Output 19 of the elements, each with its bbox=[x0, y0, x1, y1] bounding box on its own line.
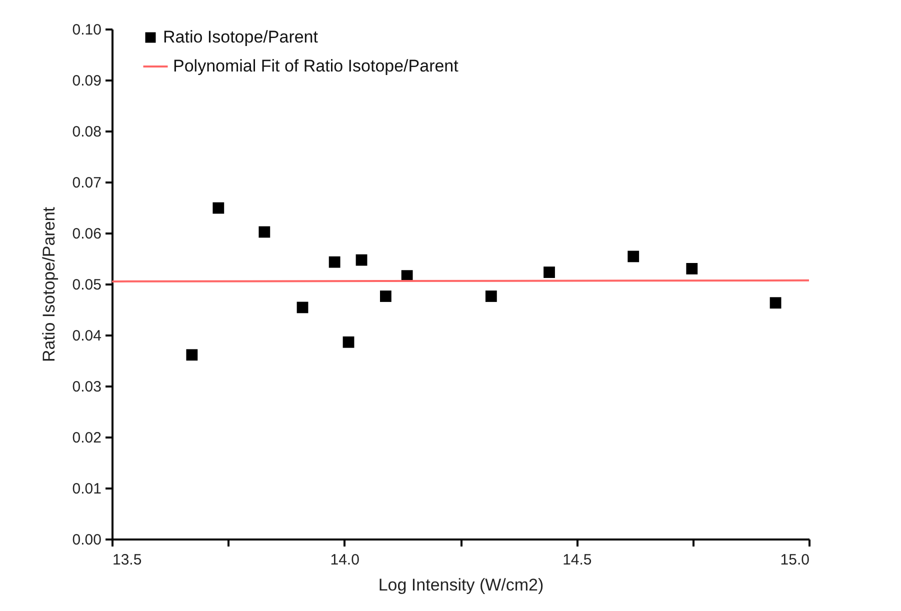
y-tick-label: 0.02 bbox=[72, 430, 102, 446]
x-tick-label: 14.0 bbox=[330, 552, 360, 568]
y-tick-label: 0.07 bbox=[72, 174, 102, 192]
x-tick-label: 13.5 bbox=[112, 552, 142, 568]
x-axis-title: Log Intensity (W/cm2) bbox=[378, 576, 544, 594]
x-tick-label: 15.0 bbox=[780, 552, 810, 568]
legend-label: Ratio Isotope/Parent bbox=[163, 28, 318, 46]
y-tick-label: 0.10 bbox=[72, 22, 102, 38]
y-tick-label: 0.06 bbox=[72, 226, 102, 242]
y-tick-label: 0.08 bbox=[72, 124, 102, 140]
x-tick-label: 14.5 bbox=[562, 552, 592, 568]
y-tick-label: 0.01 bbox=[72, 480, 102, 498]
y-axis-title: Ratio Isotope/Parent bbox=[39, 206, 58, 362]
y-tick-label: 0.00 bbox=[72, 532, 102, 548]
y-tick-label: 0.05 bbox=[72, 276, 102, 294]
legend-label: Polynomial Fit of Ratio Isotope/Parent bbox=[173, 56, 459, 76]
y-tick-label: 0.03 bbox=[72, 378, 102, 396]
y-tick-label: 0.09 bbox=[72, 72, 102, 90]
y-tick-label: 0.04 bbox=[72, 328, 102, 344]
